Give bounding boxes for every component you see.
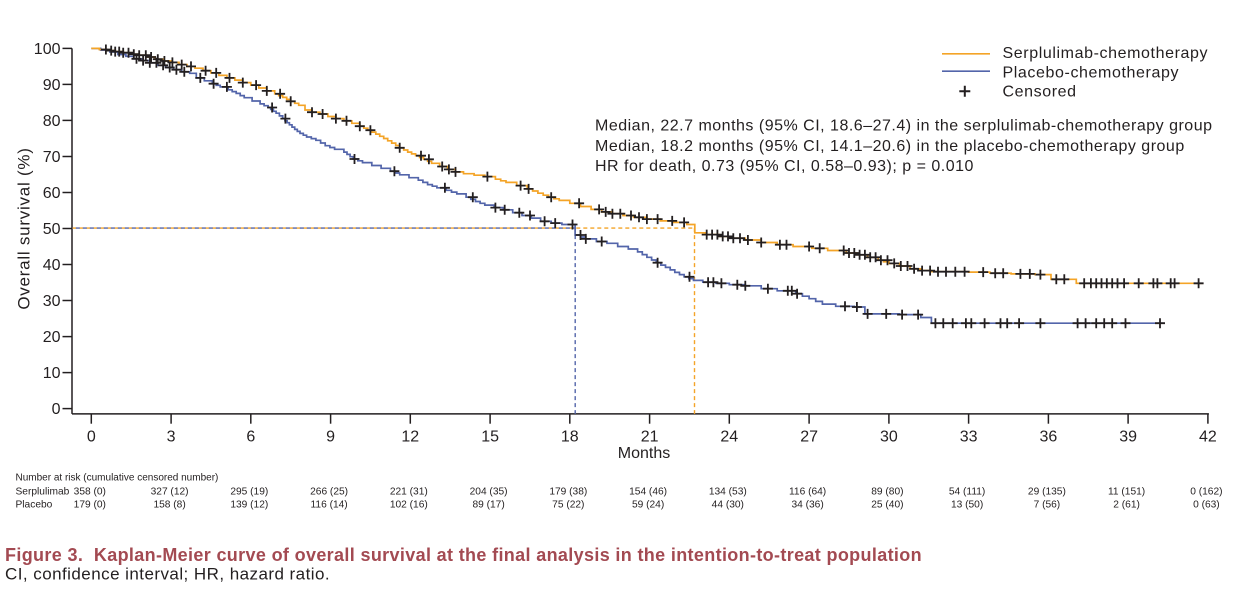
svg-text:134 (53): 134 (53) [709, 487, 747, 498]
svg-text:36: 36 [1040, 429, 1058, 446]
svg-text:295 (19): 295 (19) [230, 487, 268, 498]
svg-text:Months: Months [618, 445, 670, 462]
svg-text:Placebo-chemotherapy: Placebo-chemotherapy [1003, 64, 1180, 81]
svg-text:30: 30 [43, 293, 61, 310]
svg-text:102 (16): 102 (16) [390, 500, 428, 511]
svg-text:12: 12 [401, 429, 419, 446]
svg-text:139 (12): 139 (12) [230, 500, 268, 511]
svg-text:20: 20 [43, 329, 61, 346]
svg-text:42: 42 [1199, 429, 1217, 446]
svg-text:Median, 18.2 months (95% CI, 1: Median, 18.2 months (95% CI, 14.1–20.6) … [595, 138, 1185, 155]
svg-text:21: 21 [641, 429, 659, 446]
svg-text:13 (50): 13 (50) [951, 500, 983, 511]
svg-text:204 (35): 204 (35) [470, 487, 508, 498]
svg-text:Serplulimab: Serplulimab [16, 487, 70, 498]
svg-text:3: 3 [167, 429, 176, 446]
svg-text:30: 30 [880, 429, 898, 446]
svg-text:0: 0 [52, 401, 61, 418]
svg-text:2 (61): 2 (61) [1113, 500, 1140, 511]
svg-text:80: 80 [43, 113, 61, 130]
svg-text:24: 24 [720, 429, 738, 446]
svg-text:154 (46): 154 (46) [629, 487, 667, 498]
svg-text:Overall survival (%): Overall survival (%) [15, 147, 34, 309]
svg-text:44 (30): 44 (30) [712, 500, 744, 511]
svg-text:70: 70 [43, 149, 61, 166]
svg-text:39: 39 [1119, 429, 1137, 446]
svg-text:9: 9 [326, 429, 335, 446]
svg-text:158 (8): 158 (8) [153, 500, 185, 511]
svg-text:18: 18 [561, 429, 579, 446]
svg-text:59 (24): 59 (24) [632, 500, 664, 511]
svg-text:7 (56): 7 (56) [1034, 500, 1061, 511]
svg-text:54 (111): 54 (111) [949, 487, 985, 498]
svg-text:0: 0 [87, 429, 96, 446]
svg-text:90: 90 [43, 77, 61, 94]
svg-text:358 (0): 358 (0) [74, 487, 106, 498]
svg-text:HR for death, 0.73 (95% CI, 0.: HR for death, 0.73 (95% CI, 0.58–0.93); … [595, 158, 974, 175]
svg-text:Median, 22.7 months (95% CI, 1: Median, 22.7 months (95% CI, 18.6–27.4) … [595, 117, 1213, 134]
svg-text:34 (36): 34 (36) [791, 500, 823, 511]
svg-text:116 (64): 116 (64) [789, 487, 826, 498]
svg-text:179 (0): 179 (0) [74, 500, 106, 511]
svg-text:116 (14): 116 (14) [311, 500, 348, 511]
svg-text:29 (135): 29 (135) [1028, 487, 1066, 498]
svg-text:0 (162): 0 (162) [1190, 487, 1222, 498]
svg-text:327 (12): 327 (12) [151, 487, 189, 498]
svg-text:CI, confidence interval; HR, h: CI, confidence interval; HR, hazard rati… [5, 565, 330, 584]
svg-text:6: 6 [246, 429, 255, 446]
svg-text:Serplulimab-chemotherapy: Serplulimab-chemotherapy [1003, 45, 1209, 62]
svg-text:Number at risk (cumulative cen: Number at risk (cumulative censored numb… [16, 473, 219, 484]
svg-text:60: 60 [43, 185, 61, 202]
svg-text:89 (17): 89 (17) [472, 500, 504, 511]
svg-text:50: 50 [43, 221, 61, 238]
svg-text:27: 27 [800, 429, 818, 446]
svg-text:0 (63): 0 (63) [1193, 500, 1220, 511]
svg-text:Censored: Censored [1003, 84, 1077, 101]
svg-text:179 (38): 179 (38) [549, 487, 587, 498]
svg-text:40: 40 [43, 257, 61, 274]
svg-text:15: 15 [481, 429, 499, 446]
svg-text:221 (31): 221 (31) [390, 487, 428, 498]
svg-text:Figure 3. Kaplan-Meier curve: Figure 3. Kaplan-Meier curve of overall … [5, 545, 922, 565]
svg-text:266 (25): 266 (25) [310, 487, 348, 498]
svg-text:33: 33 [960, 429, 978, 446]
svg-text:11 (151): 11 (151) [1108, 487, 1145, 498]
svg-text:10: 10 [43, 365, 61, 382]
svg-text:100: 100 [34, 41, 61, 58]
svg-text:89 (80): 89 (80) [871, 487, 903, 498]
svg-text:Placebo: Placebo [16, 500, 53, 511]
svg-text:25 (40): 25 (40) [871, 500, 903, 511]
svg-text:75 (22): 75 (22) [552, 500, 584, 511]
